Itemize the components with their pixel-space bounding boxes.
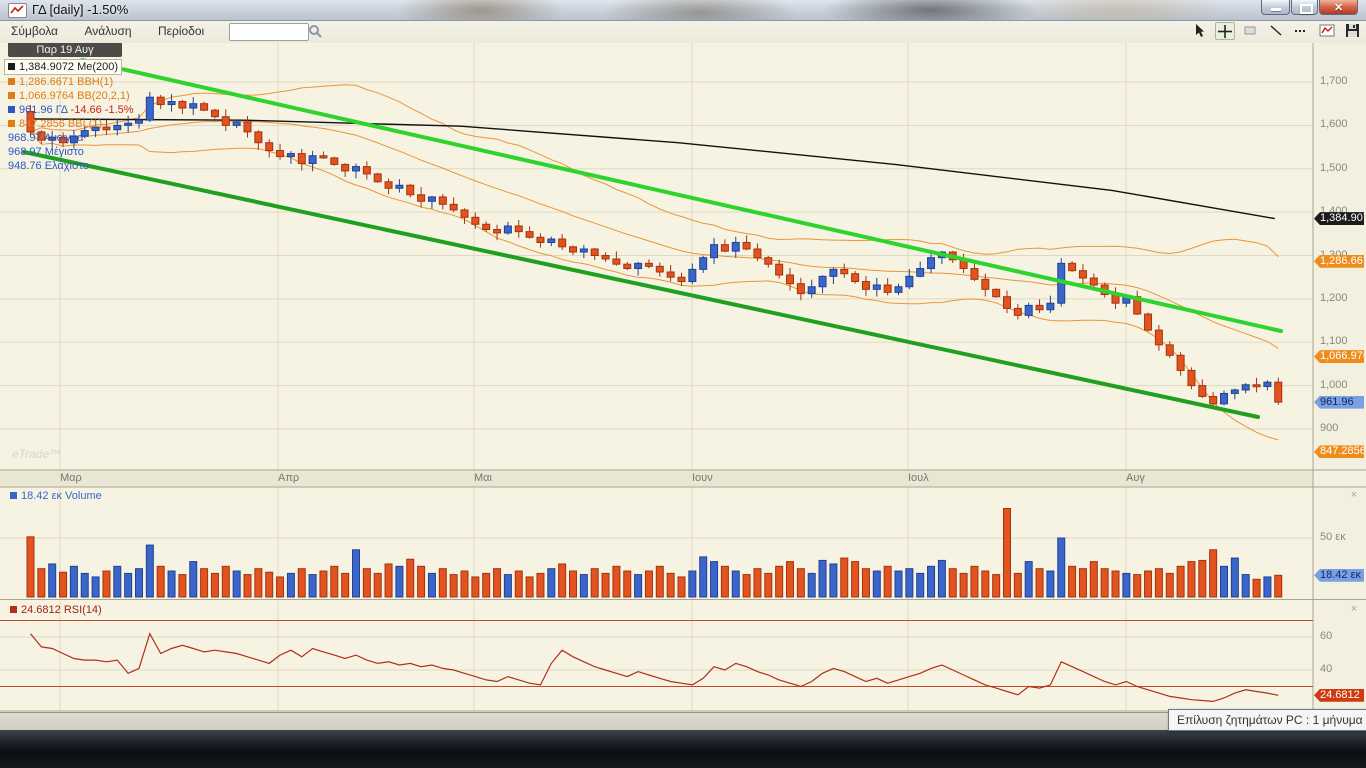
crosshair-tool-icon[interactable] xyxy=(1214,22,1235,40)
x-axis-month-label: Μαρ xyxy=(60,472,82,484)
search-icon[interactable] xyxy=(308,24,323,39)
chart-canvas[interactable]: Παρ 19 Αυγ 1,384.9072 Me(200) 1,286.6671 … xyxy=(0,43,1366,712)
price-tick-label: 900 xyxy=(1320,422,1339,434)
axis-value-tag: 24.6812 xyxy=(1314,688,1364,702)
minimize-button[interactable] xyxy=(1261,0,1290,15)
legend-row: 1,066.9764 BB(20,2,1) xyxy=(8,89,134,103)
price-chart-svg[interactable] xyxy=(0,43,1366,712)
chart-overlay: Παρ 19 Αυγ 1,384.9072 Me(200) 1,286.6671 … xyxy=(0,43,1366,712)
volume-legend: 18.42 εκ Volume xyxy=(10,490,102,502)
price-tick-label: 1,000 xyxy=(1320,378,1348,391)
trendline-tool-icon[interactable] xyxy=(1266,22,1286,40)
price-tick-label: 1,100 xyxy=(1320,335,1348,348)
window-title: ΓΔ [daily] -1.50% xyxy=(32,2,129,17)
volume-tick-label: 50 εκ xyxy=(1320,531,1346,543)
rsi-tick-label: 40 xyxy=(1320,663,1333,675)
chart-toolbar xyxy=(1188,22,1362,42)
axis-value-tag: 847.2856 xyxy=(1314,445,1364,459)
price-tick-label: 1,500 xyxy=(1320,161,1348,174)
legend-swatch xyxy=(8,92,15,99)
x-axis-month-label: Ιουλ xyxy=(908,472,929,484)
legend-row: 961.96 ΓΔ -14.66 -1.5% xyxy=(8,103,134,117)
platform-watermark: eTrade™ xyxy=(12,447,62,461)
chart-type-icon[interactable] xyxy=(1317,22,1337,40)
rsi-legend: 24.6812 RSI(14) xyxy=(10,604,102,616)
legend-row: 1,286.6671 BBH(1) xyxy=(8,75,134,89)
legend-row: 968.97 Άνοιγμα xyxy=(8,132,84,144)
rsi-panel-close-button[interactable]: × xyxy=(1350,603,1358,615)
chart-legend: 1,384.9072 Me(200) 1,286.6671 BBH(1) 1,066… xyxy=(4,59,134,173)
axis-value-tag: 1,384.907 xyxy=(1314,212,1364,226)
price-tick-label: 1,200 xyxy=(1320,291,1348,304)
axis-value-tag: 1,286.667 xyxy=(1314,254,1364,268)
maximize-button[interactable] xyxy=(1291,0,1318,15)
legend-row: 948.76 Ελάχιστο xyxy=(8,160,90,172)
menu-periods[interactable]: Περίοδοι xyxy=(158,24,205,38)
rsi-legend-swatch xyxy=(10,606,17,613)
x-axis-month-label: Αυγ xyxy=(1126,472,1145,484)
close-button[interactable]: ✕ xyxy=(1319,0,1358,15)
pointer-tool-icon[interactable] xyxy=(1189,22,1209,40)
rsi-tick-label: 60 xyxy=(1320,630,1333,642)
menu-bar: Σύμβολα Ανάλυση Περίοδοι Προβολή xyxy=(0,21,1366,44)
cursor-date-tab: Παρ 19 Αυγ xyxy=(8,43,122,57)
price-tick-label: 1,700 xyxy=(1320,75,1348,87)
x-axis-month-label: Μαι xyxy=(474,472,492,484)
legend-swatch xyxy=(8,63,15,70)
legend-row: 968.97 Μέγιστο xyxy=(8,146,84,158)
legend-swatch xyxy=(8,106,15,113)
save-icon[interactable] xyxy=(1342,22,1362,40)
axis-value-tag: 18.42 εκ xyxy=(1314,568,1364,582)
x-axis-month-label: Ιουν xyxy=(692,472,713,484)
legend-row: 847.2856 BBL(1) xyxy=(8,117,134,131)
menu-analysis[interactable]: Ανάλυση xyxy=(84,24,132,38)
price-tick-label: 1,600 xyxy=(1320,118,1348,131)
axis-value-tag: 1,066.976 xyxy=(1314,350,1364,364)
legend-swatch xyxy=(8,78,15,85)
symbol-search-input[interactable] xyxy=(229,23,309,41)
legend-row: 1,384.9072 Me(200) xyxy=(4,59,123,75)
volume-panel-close-button[interactable]: × xyxy=(1350,489,1358,501)
taskbar: hp e xyxy=(0,730,1366,768)
dotted-line-tool-icon[interactable] xyxy=(1291,22,1311,40)
legend-swatch xyxy=(8,120,15,127)
app-icon xyxy=(8,3,27,18)
rectangle-tool-icon[interactable] xyxy=(1240,22,1260,40)
window-titlebar: ΓΔ [daily] -1.50% ✕ xyxy=(0,0,1366,21)
axis-value-tag: 961.96 xyxy=(1314,395,1364,409)
action-center-tooltip: Επίλυση ζητημάτων PC : 1 μήνυμα xyxy=(1168,709,1366,731)
x-axis-month-label: Απρ xyxy=(278,472,300,484)
volume-legend-swatch xyxy=(10,492,17,499)
menu-symbols[interactable]: Σύμβολα xyxy=(11,24,58,38)
status-bar xyxy=(0,712,1366,731)
